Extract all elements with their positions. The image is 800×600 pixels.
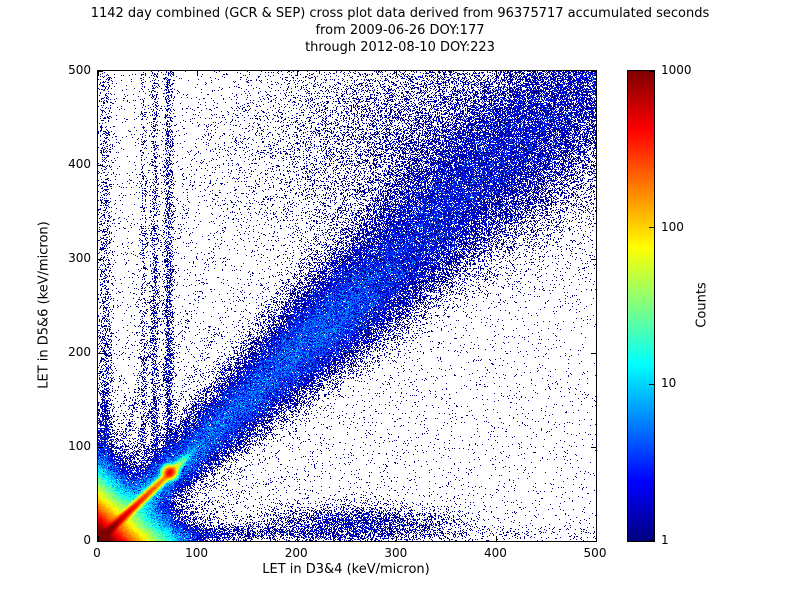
y-tick-mark (98, 446, 103, 448)
y-tick-label: 0 (83, 533, 91, 547)
x-tick-label: 100 (185, 546, 209, 560)
colorbar-tick-label: 10 (661, 376, 677, 391)
y-tick-mark-right (591, 540, 596, 542)
y-tick-mark-right (591, 352, 596, 354)
colorbar-tick-label: 1000 (661, 63, 692, 77)
colorbar-tick-label: 100 (661, 219, 684, 234)
x-axis-label: LET in D3&4 (keV/micron) (262, 562, 430, 577)
y-tick-mark-right (591, 164, 596, 166)
colorbar-tick-mark (649, 71, 654, 72)
y-tick-mark (98, 540, 103, 542)
plot-area (97, 70, 597, 542)
y-tick-mark (98, 164, 103, 166)
colorbar-tick-mark (649, 383, 654, 385)
x-tick-mark-top (296, 71, 298, 76)
y-tick-label: 100 (68, 439, 91, 453)
x-tick-mark (97, 536, 99, 541)
colorbar (627, 70, 655, 542)
colorbar-canvas (628, 71, 654, 541)
y-tick-mark (98, 352, 103, 354)
y-tick-label: 200 (68, 345, 91, 359)
x-tick-label: 500 (583, 546, 607, 560)
x-tick-mark-top (97, 71, 99, 76)
x-tick-mark (296, 536, 298, 541)
y-tick-mark-right (591, 258, 596, 260)
x-tick-mark-top (396, 71, 398, 76)
colorbar-label: Counts (694, 282, 710, 328)
x-tick-mark-top (197, 71, 199, 76)
x-tick-mark (396, 536, 398, 541)
y-tick-mark (98, 70, 103, 72)
chart-title-line-2: from 2009-06-26 DOY:177 (315, 23, 485, 38)
x-tick-mark (595, 536, 597, 541)
y-axis-label: LET in D5&6 (keV/micron) (36, 221, 52, 389)
x-tick-label: 0 (93, 546, 101, 560)
chart-title-line-3: through 2012-08-10 DOY:223 (305, 40, 495, 55)
x-tick-label: 200 (284, 546, 308, 560)
chart-title-line-1: 1142 day combined (GCR & SEP) cross plot… (90, 6, 710, 21)
x-tick-mark-top (495, 71, 497, 76)
y-tick-mark (98, 258, 103, 260)
y-tick-mark-right (591, 446, 596, 448)
x-tick-mark-top (595, 71, 597, 76)
x-tick-label: 300 (384, 546, 408, 560)
y-tick-mark-right (591, 70, 596, 72)
heatmap-canvas (98, 71, 596, 541)
y-tick-label: 300 (68, 251, 91, 265)
x-tick-mark (197, 536, 199, 541)
y-tick-label: 500 (68, 63, 91, 77)
x-tick-mark (495, 536, 497, 541)
x-tick-label: 400 (483, 546, 507, 560)
colorbar-tick-label: 1 (661, 533, 669, 547)
colorbar-tick-mark (649, 227, 654, 229)
colorbar-tick-mark (649, 540, 654, 541)
y-tick-label: 400 (68, 157, 91, 171)
